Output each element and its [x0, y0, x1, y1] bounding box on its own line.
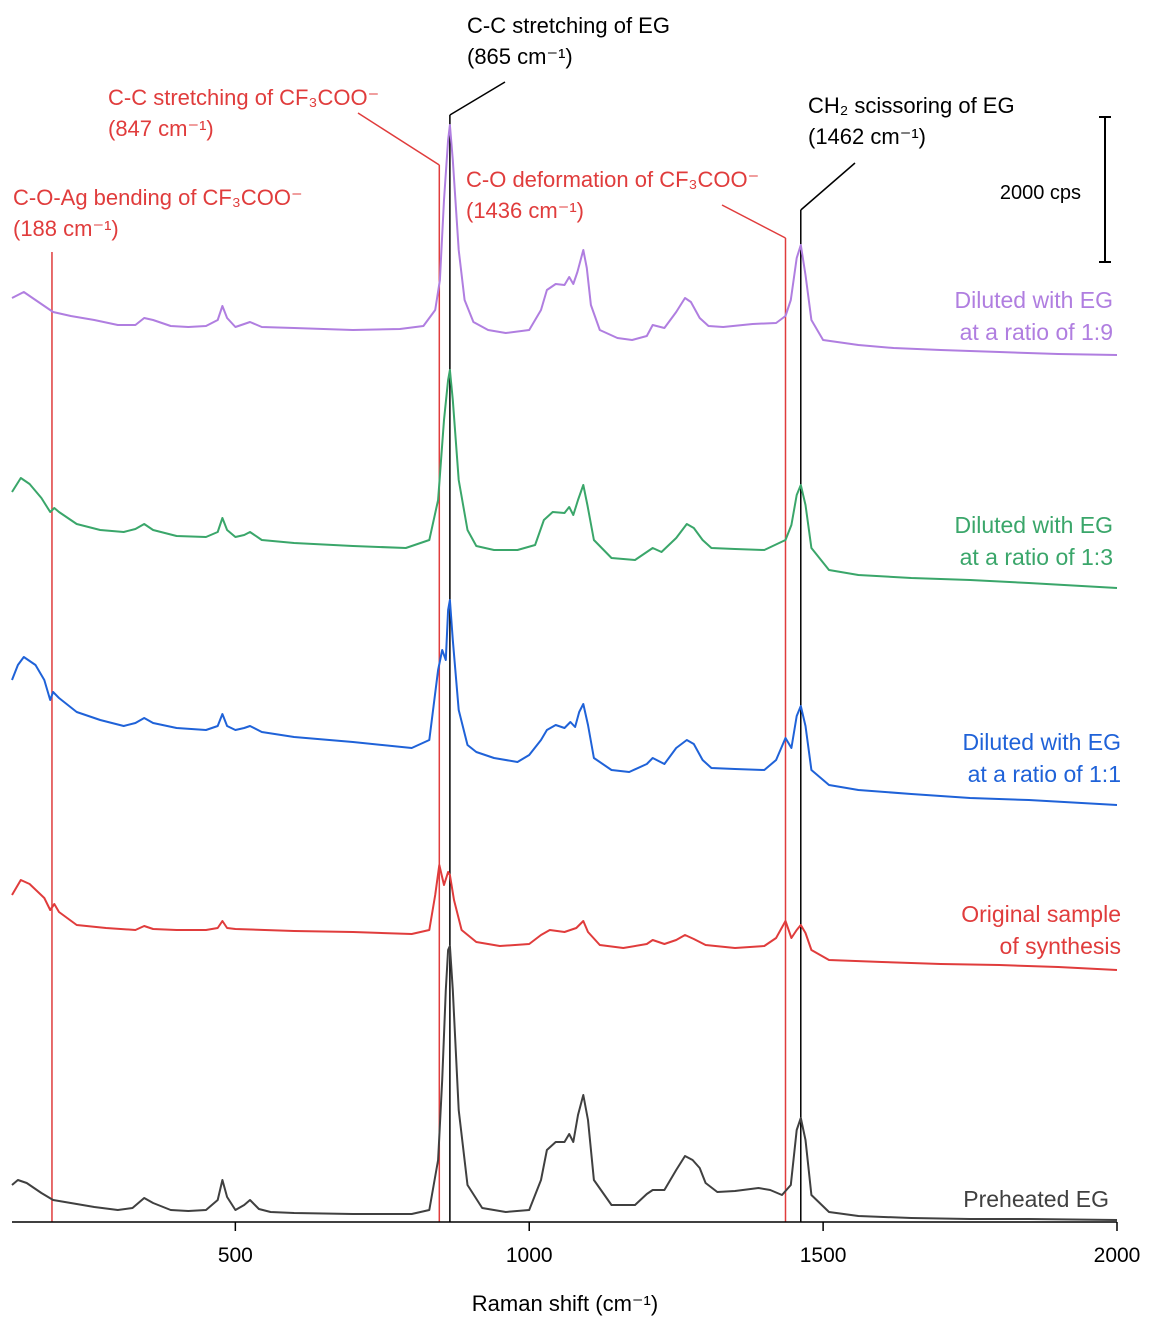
leader-line-1436 [721, 204, 786, 239]
x-axis: 500 1000 1500 2000 [12, 1221, 1141, 1267]
series-label-diluted-with-eg-at-a-ratio-of-1-1: at a ratio of 1:1 [968, 761, 1121, 787]
series-labels: Diluted with EG at a ratio of 1:9 Diluted … [954, 287, 1121, 1212]
scale-bar-label: 2000 cps [1000, 182, 1081, 204]
peak-marker-lines [51, 115, 802, 1222]
annotation-865-line1: C-C stretching of EG [467, 13, 670, 38]
scale-bar: 2000 cps [1000, 116, 1111, 263]
spectra-series [11, 124, 1118, 1221]
annotation-leader-lines [357, 81, 856, 239]
series-line-diluted-with-eg-at-a-ratio-of-1-9 [11, 124, 1118, 356]
annotation-1436-line2: (1436 cm⁻¹) [466, 198, 584, 223]
series-line-preheated-eg [11, 945, 1118, 1221]
series-label-preheated-eg: Preheated EG [963, 1186, 1109, 1212]
series-label-diluted-with-eg-at-a-ratio-of-1-9: Diluted with EG [954, 287, 1113, 313]
x-tick-label-2000: 2000 [1094, 1244, 1141, 1267]
series-line-original-sample-of-synthesis [11, 864, 1118, 971]
series-line-diluted-with-eg-at-a-ratio-of-1-3 [11, 369, 1118, 589]
annotation-1436-line1: C-O deformation of CF₃COO⁻ [466, 167, 759, 192]
leader-line-847 [357, 112, 440, 166]
leader-line-1462 [800, 162, 856, 211]
peak-annotations: C-O-Ag bending of CF₃COO⁻ (188 cm⁻¹) C-C s… [13, 13, 1015, 241]
series-label-diluted-with-eg-at-a-ratio-of-1-3: at a ratio of 1:3 [960, 544, 1113, 570]
series-label-original-sample-of-synthesis: of synthesis [1000, 933, 1121, 959]
x-tick-label-1000: 1000 [506, 1244, 553, 1267]
series-line-diluted-with-eg-at-a-ratio-of-1-1 [11, 599, 1118, 806]
annotation-865-line2: (865 cm⁻¹) [467, 44, 573, 69]
series-label-diluted-with-eg-at-a-ratio-of-1-3: Diluted with EG [954, 512, 1113, 538]
annotation-188-line1: C-O-Ag bending of CF₃COO⁻ [13, 185, 303, 210]
annotation-188-line2: (188 cm⁻¹) [13, 216, 119, 241]
annotation-847-line1: C-C stretching of CF₃COO⁻ [108, 85, 379, 110]
annotation-847-line2: (847 cm⁻¹) [108, 116, 214, 141]
leader-line-865 [449, 81, 506, 116]
annotation-1462-line1: CH₂ scissoring of EG [808, 93, 1015, 118]
series-label-diluted-with-eg-at-a-ratio-of-1-1: Diluted with EG [962, 729, 1121, 755]
x-tick-label-1500: 1500 [800, 1244, 847, 1267]
x-axis-title: Raman shift (cm⁻¹) [472, 1291, 658, 1316]
annotation-1462-line2: (1462 cm⁻¹) [808, 124, 926, 149]
series-label-diluted-with-eg-at-a-ratio-of-1-9: at a ratio of 1:9 [960, 319, 1113, 345]
x-tick-label-500: 500 [218, 1244, 253, 1267]
series-label-original-sample-of-synthesis: Original sample [961, 901, 1121, 927]
